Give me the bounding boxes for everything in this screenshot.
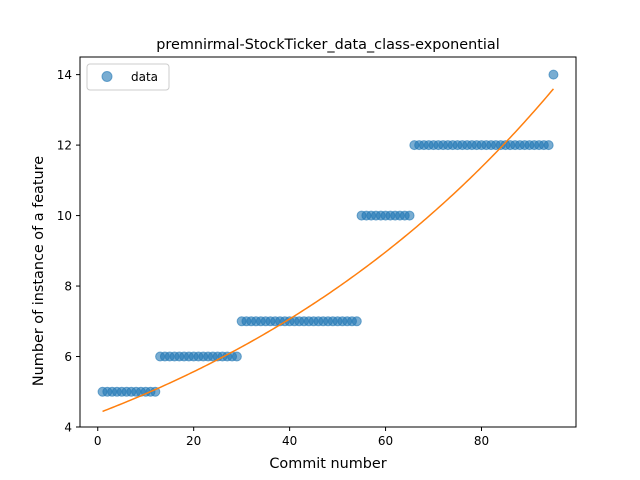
y-tick-label: 6 — [64, 350, 72, 364]
data-point — [351, 316, 362, 327]
x-axis-label: Commit number — [269, 456, 386, 472]
plot-frame — [79, 56, 577, 428]
legend-marker-data — [101, 71, 113, 82]
y-axis-label: Number of instance of a feature — [31, 156, 47, 386]
legend-label-data: data — [131, 70, 158, 84]
x-axis: 0 20 40 60 80 — [94, 427, 489, 448]
y-tick-label: 8 — [64, 280, 72, 294]
plot-area — [97, 69, 559, 413]
x-tick-label: 20 — [186, 434, 201, 448]
data-point — [543, 140, 554, 151]
data-point — [231, 351, 242, 362]
chart-title: premnirmal-StockTicker_data_class-expone… — [156, 37, 499, 53]
x-tick-label: 40 — [282, 434, 297, 448]
data-point — [404, 210, 415, 221]
y-tick-label: 4 — [64, 421, 72, 435]
fit-line — [102, 88, 555, 413]
y-tick-label: 14 — [57, 68, 72, 82]
legend-frame — [86, 63, 170, 91]
y-tick-label: 12 — [57, 139, 72, 153]
legend: data — [86, 63, 170, 91]
x-tick-label: 80 — [474, 434, 489, 448]
x-tick-label: 60 — [378, 434, 393, 448]
y-tick-label: 10 — [57, 209, 72, 223]
y-axis: 4 6 8 10 12 14 — [57, 68, 80, 435]
data-point — [548, 69, 559, 80]
x-tick-label: 0 — [94, 434, 102, 448]
